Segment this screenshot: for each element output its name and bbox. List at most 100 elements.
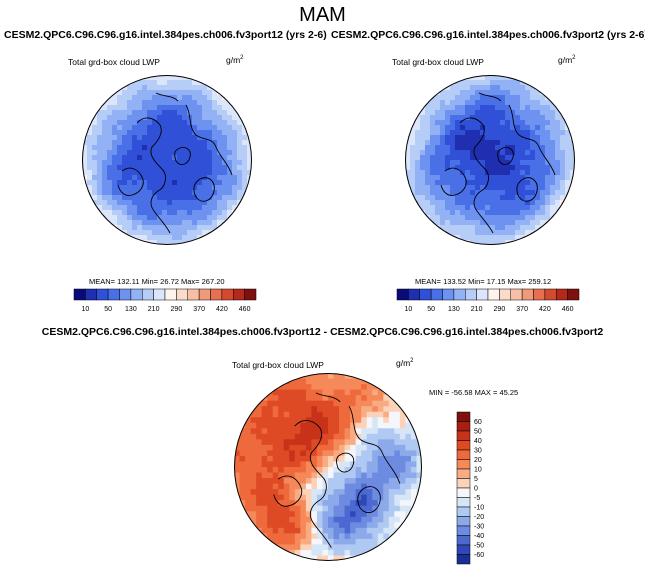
- diff-grid-cell: [361, 455, 368, 462]
- right-grid-cell: [455, 135, 461, 141]
- diff-grid-cell: [300, 527, 307, 534]
- left-grid-cell: [142, 155, 148, 161]
- diff-grid-cell: [366, 494, 373, 501]
- diff-grid-cell: [361, 538, 368, 545]
- right-grid-cell: [490, 115, 496, 121]
- right-grid-cell: [490, 140, 496, 146]
- left-grid-cell: [137, 95, 143, 101]
- left-grid-cell: [132, 120, 138, 126]
- right-grid-cell: [520, 140, 526, 146]
- diff-grid-cell: [311, 455, 318, 462]
- left-grid-cell: [217, 220, 223, 226]
- left-grid-cell: [162, 225, 168, 231]
- right-grid-cell: [520, 135, 526, 141]
- left-grid-cell: [107, 105, 113, 111]
- right-grid-cell: [405, 145, 411, 151]
- left-grid-cell: [197, 230, 203, 236]
- right-grid-cell: [415, 130, 421, 136]
- left-grid-cell: [162, 95, 168, 101]
- right-grid-cell: [545, 185, 551, 191]
- right-grid-cell: [515, 150, 521, 156]
- left-coastline: [193, 177, 215, 202]
- right-grid-cell: [455, 80, 461, 86]
- diff-grid-cell: [366, 433, 373, 440]
- left-grid-cell: [122, 110, 128, 116]
- left-grid-cell: [227, 195, 233, 201]
- diff-grid-cell: [283, 505, 290, 512]
- diff-grid-cell: [289, 527, 296, 534]
- left-grid-cell: [107, 170, 113, 176]
- right-grid-cell: [460, 85, 466, 91]
- right-grid-cell: [540, 100, 546, 106]
- right-grid-cell: [560, 135, 566, 141]
- diff-grid-cell: [361, 389, 368, 396]
- diff-grid-cell: [328, 439, 334, 446]
- left-grid-cell: [152, 110, 158, 116]
- left-grid-cell: [87, 125, 93, 131]
- left-grid-cell: [222, 115, 228, 121]
- left-grid-cell: [167, 220, 173, 226]
- right-grid-cell: [560, 155, 566, 161]
- left-grid-cell: [137, 150, 143, 156]
- diff-grid-cell: [416, 461, 422, 468]
- diff-grid-cell: [388, 489, 395, 496]
- left-grid-cell: [172, 120, 178, 126]
- left-grid-cell: [117, 150, 123, 156]
- left-grid-cell: [222, 200, 228, 206]
- diff-grid-cell: [361, 511, 368, 518]
- diff-grid-cell: [416, 472, 422, 479]
- left-grid-cell: [132, 100, 138, 106]
- diff-grid-cell: [289, 422, 296, 429]
- right-grid-cell: [495, 190, 501, 196]
- left-grid-cell: [222, 210, 228, 216]
- left-grid-cell: [147, 155, 153, 161]
- diff-colorbar-swatch: [456, 468, 471, 479]
- diff-grid-cell: [278, 428, 285, 435]
- right-grid-cell: [470, 235, 476, 241]
- diff-grid-cell: [278, 538, 285, 545]
- right-grid-cell: [525, 155, 531, 161]
- left-grid-cell: [112, 140, 118, 146]
- left-grid-cell: [127, 115, 133, 121]
- diff-grid-cell: [361, 417, 368, 424]
- diff-grid-cell: [278, 544, 285, 551]
- diff-grid-cell: [377, 478, 384, 484]
- left-grid-cell: [222, 170, 228, 176]
- diff-grid-cell: [344, 522, 351, 529]
- left-grid-cell: [182, 190, 188, 196]
- diff-grid-cell: [322, 516, 329, 523]
- right-grid-cell: [510, 85, 516, 91]
- left-coastline: [185, 104, 233, 176]
- diff-grid-cell: [261, 439, 268, 446]
- diff-grid-cell: [328, 467, 334, 473]
- diff-grid-cell: [278, 439, 285, 446]
- diff-grid-cell: [278, 433, 285, 440]
- diff-grid-cell: [377, 483, 384, 490]
- diff-grid-cell: [322, 389, 329, 396]
- diff-grid-cell: [234, 461, 240, 468]
- left-grid-cell: [97, 125, 103, 131]
- left-grid-cell: [117, 180, 123, 186]
- left-grid-cell: [222, 160, 228, 166]
- right-grid-cell: [500, 230, 506, 236]
- diff-grid-cell: [278, 395, 285, 402]
- left-grid-cell: [207, 145, 213, 151]
- right-grid-cell: [505, 110, 511, 116]
- left-case-title: CESM2.QPC6.C96.C96.g16.intel.384pes.ch00…: [4, 29, 327, 41]
- diff-grid-cell: [294, 494, 301, 501]
- diff-grid-cell: [339, 533, 345, 540]
- left-grid-cell: [187, 225, 193, 231]
- diff-grid-cell: [366, 478, 373, 484]
- left-grid-cell: [227, 190, 233, 196]
- right-grid-cell: [440, 105, 446, 111]
- right-grid-cell: [425, 110, 431, 116]
- diff-grid-cell: [311, 549, 318, 556]
- right-grid-cell: [435, 145, 441, 151]
- diff-grid-cell: [239, 433, 246, 440]
- right-grid-cell: [450, 220, 456, 226]
- left-grid-cell: [127, 125, 133, 131]
- right-grid-cell: [530, 90, 536, 96]
- right-grid-cell: [495, 80, 501, 86]
- left-grid-cell: [167, 120, 173, 126]
- right-grid-cell: [480, 190, 486, 196]
